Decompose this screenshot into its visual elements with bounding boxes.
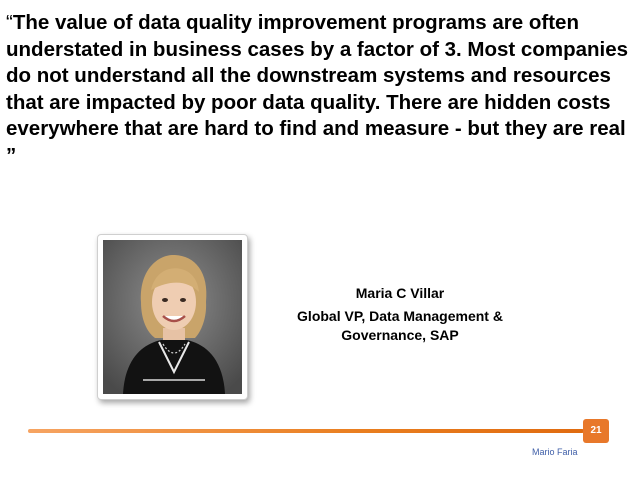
quote-body: The value of data quality improvement pr…	[6, 11, 629, 167]
speaker-attribution: Maria C Villar Global VP, Data Managemen…	[270, 284, 530, 345]
footer-divider	[28, 429, 584, 433]
portrait-photo-icon	[103, 240, 242, 394]
speaker-name: Maria C Villar	[355, 285, 445, 301]
opening-quote-mark: “	[6, 11, 13, 34]
author-name: Mario Faria	[532, 447, 578, 457]
speaker-photo	[97, 234, 248, 400]
speaker-title: Global VP, Data Management & Governance,…	[297, 308, 503, 343]
quote-text: “The value of data quality improvement p…	[6, 10, 632, 169]
page-number-badge: 21	[583, 419, 609, 443]
